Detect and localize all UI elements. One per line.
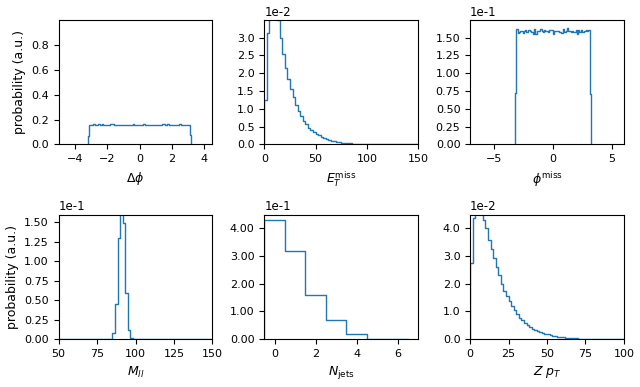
Y-axis label: probability (a.u.): probability (a.u.) [13,30,26,134]
X-axis label: $M_{ll}$: $M_{ll}$ [127,365,144,380]
Text: 1e-2: 1e-2 [470,200,497,213]
Text: 1e-1: 1e-1 [470,6,497,19]
Text: 1e-2: 1e-2 [264,6,291,19]
X-axis label: $N_{\mathrm{jets}}$: $N_{\mathrm{jets}}$ [328,365,355,382]
X-axis label: $\Delta\phi$: $\Delta\phi$ [126,170,145,187]
Text: 1e-1: 1e-1 [264,200,291,213]
Text: 1e-1: 1e-1 [59,200,85,213]
Y-axis label: probability (a.u.): probability (a.u.) [6,225,19,329]
X-axis label: $\phi^{\mathrm{miss}}$: $\phi^{\mathrm{miss}}$ [532,170,563,188]
X-axis label: $Z\ p_T$: $Z\ p_T$ [532,365,561,380]
X-axis label: $E_T^{\mathrm{miss}}$: $E_T^{\mathrm{miss}}$ [326,170,356,189]
